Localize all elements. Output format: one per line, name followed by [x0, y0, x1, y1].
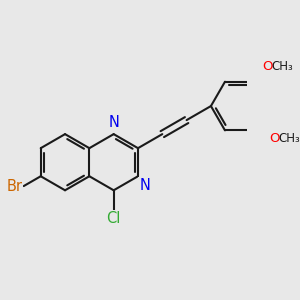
Text: O: O [269, 132, 279, 145]
Text: N: N [108, 115, 119, 130]
Text: CH₃: CH₃ [272, 60, 293, 73]
Text: Cl: Cl [106, 211, 121, 226]
Text: N: N [140, 178, 151, 193]
Text: O: O [263, 60, 273, 73]
Text: CH₃: CH₃ [278, 132, 300, 145]
Text: Br: Br [7, 178, 23, 194]
